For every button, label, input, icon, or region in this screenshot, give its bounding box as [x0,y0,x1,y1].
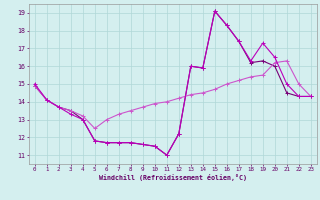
X-axis label: Windchill (Refroidissement éolien,°C): Windchill (Refroidissement éolien,°C) [99,174,247,181]
